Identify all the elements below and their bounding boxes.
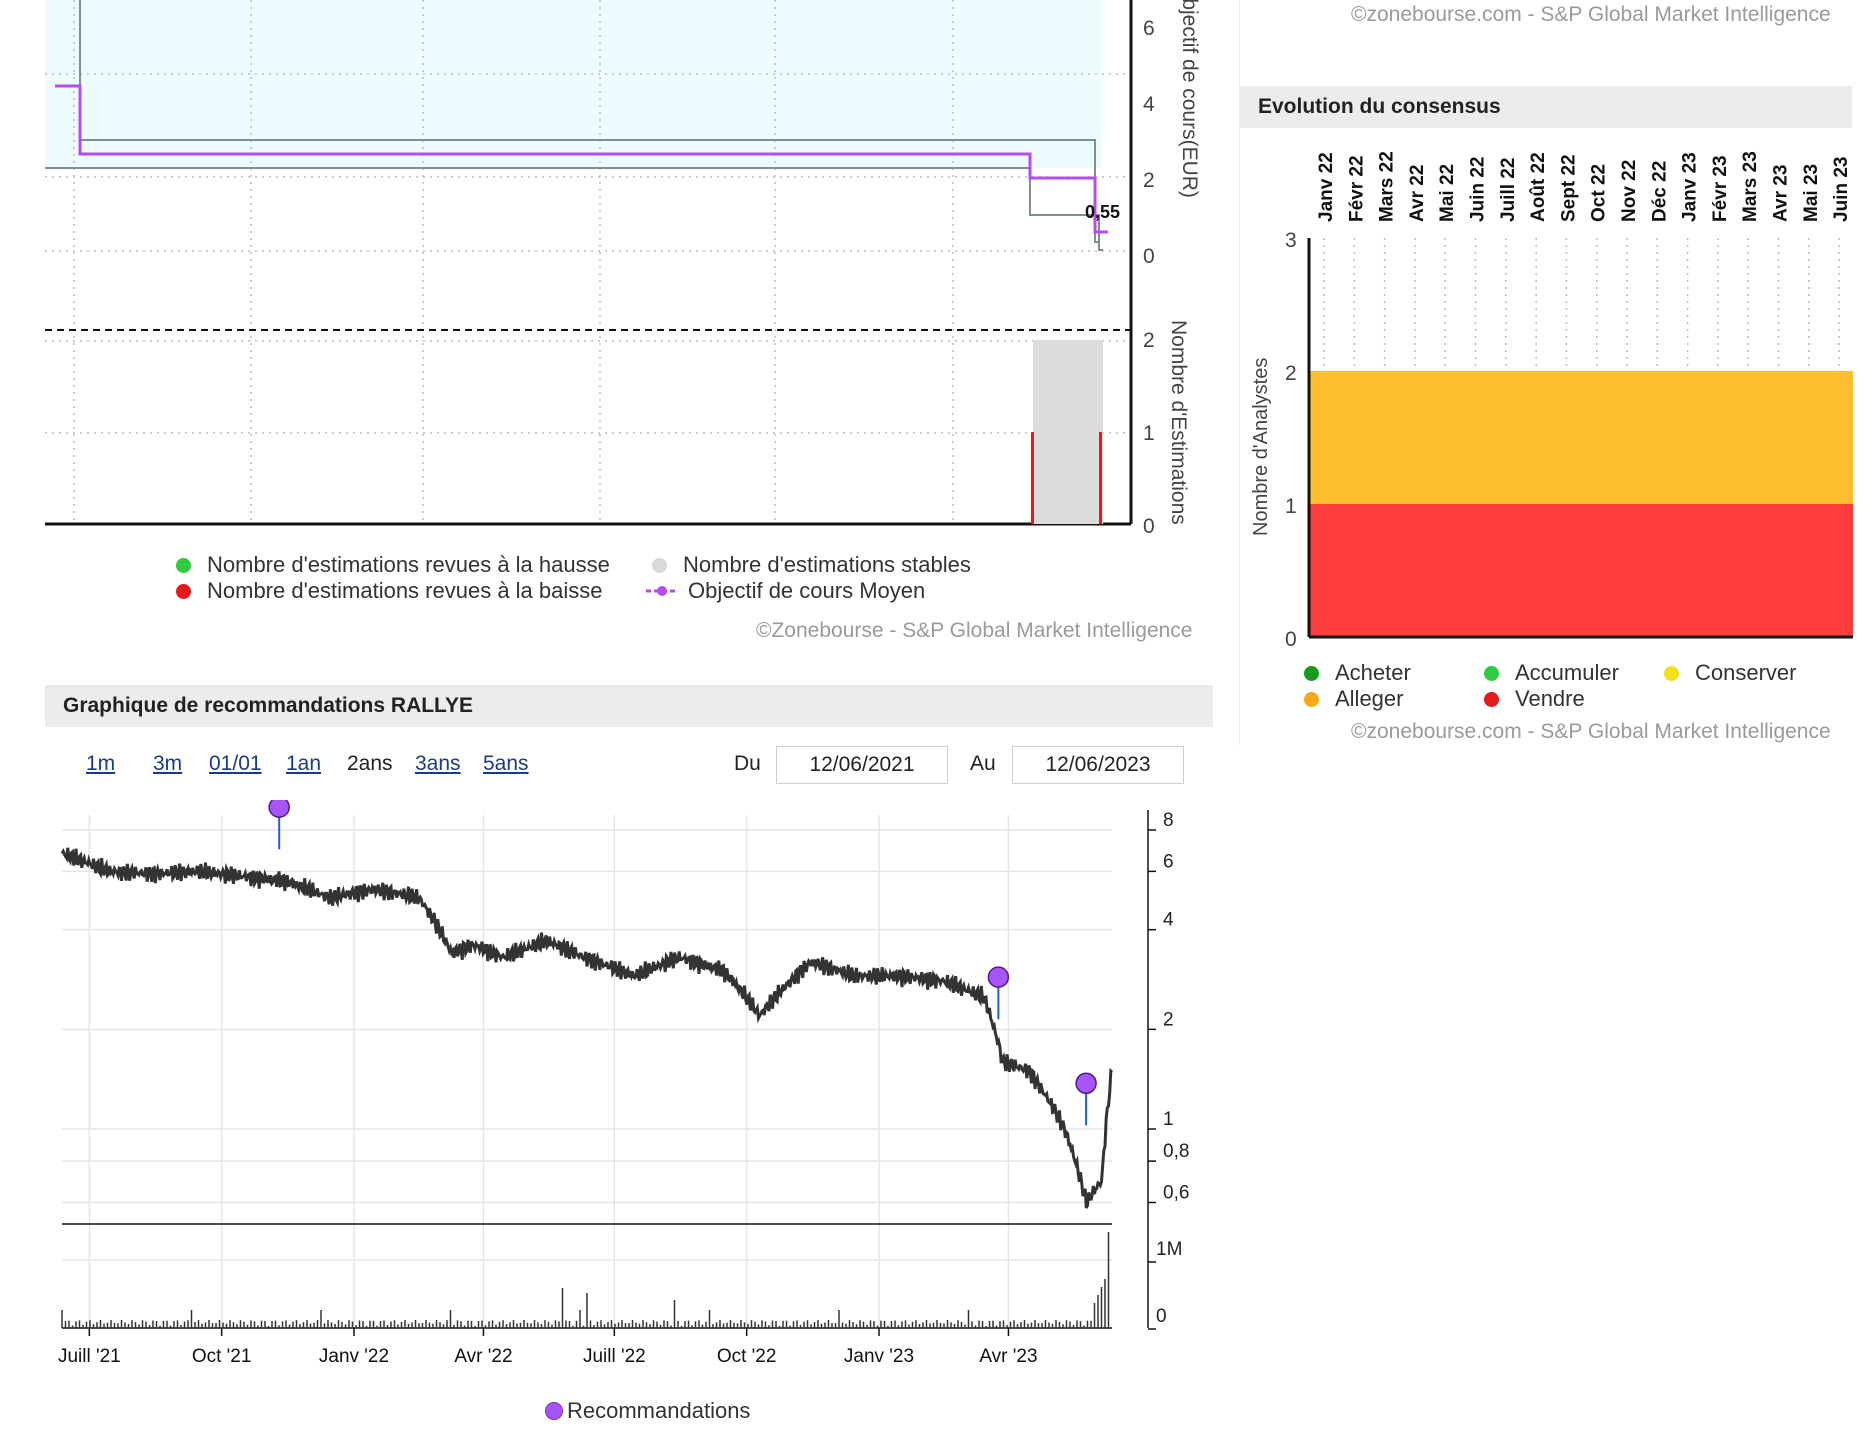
consensus-month-label: Mars 22 [1377, 151, 1398, 222]
consensus-y-tick: 0 [1285, 628, 1297, 651]
price-axis-tick: 0,6 [1163, 1182, 1189, 1203]
legend-average-target: Objectif de cours Moyen [646, 578, 925, 604]
target-price-chart: 0,55 6 4 2 0 2 1 0 Objectif de cours(EUR… [45, 0, 1201, 538]
recommendation-marker[interactable] [1075, 1072, 1097, 1094]
legend-buy: Acheter [1304, 660, 1411, 686]
to-date-input[interactable] [1012, 746, 1184, 784]
consensus-month-label: Mai 22 [1437, 164, 1458, 222]
price-axis-tick: 6 [1163, 851, 1174, 872]
estimation-tick: 1 [1143, 422, 1155, 445]
consensus-credit: ©zonebourse.com - S&P Global Market Inte… [1351, 720, 1831, 743]
consensus-month-label: Janv 23 [1680, 152, 1701, 222]
legend-sell: Vendre [1484, 686, 1585, 712]
price-axis-tick: 0,8 [1163, 1141, 1189, 1162]
consensus-chart: Janv 22 Févr 22 Mars 22 Avr 22 Mai 22 Juin 22… [1250, 151, 1853, 651]
consensus-month-label: Avr 22 [1407, 165, 1428, 222]
reco-panel-title: Graphique de recommandations RALLYE [45, 685, 1213, 727]
price-line [60, 847, 1114, 1209]
reco-chart: 8 6 4 2 1 0,8 0,6 1M 0 Juill '21 Oct '21 Janv '22… [58, 800, 1189, 1367]
date-axis-tick: Janv '22 [319, 1346, 389, 1367]
estimations-axis-label: Nombre d'Estimations [1167, 320, 1190, 525]
legend-upward-revisions: Nombre d'estimations revues à la hausse [176, 552, 610, 578]
consensus-y-tick: 3 [1285, 229, 1297, 252]
estimation-tick: 0 [1143, 515, 1155, 538]
period-3m[interactable]: 3m [153, 752, 183, 775]
consensus-month-label: Mars 23 [1740, 151, 1761, 222]
volume-axis-tick: 0 [1156, 1306, 1167, 1327]
volume-axis-tick: 1M [1156, 1239, 1182, 1260]
price-axis-tick: 2 [1163, 1009, 1174, 1030]
period-3ans[interactable]: 3ans [415, 752, 461, 775]
price-tick: 2 [1143, 169, 1155, 192]
consensus-month-label: Août 22 [1528, 152, 1549, 222]
consensus-month-label: Nov 22 [1619, 160, 1640, 222]
from-label: Du [734, 752, 761, 775]
from-date-input[interactable] [776, 746, 948, 784]
date-axis-tick: Juill '22 [583, 1346, 646, 1367]
recommendation-marker[interactable] [268, 800, 290, 818]
consensus-month-label: Mai 23 [1801, 164, 1822, 222]
consensus-month-label: Janv 22 [1316, 152, 1337, 222]
price-tick: 4 [1143, 93, 1155, 116]
date-axis-tick: Oct '22 [717, 1346, 777, 1367]
consensus-panel-title: Evolution du consensus [1240, 86, 1852, 128]
consensus-month-label: Juin 22 [1468, 157, 1489, 222]
price-tick: 6 [1143, 17, 1155, 40]
consensus-sell-area [1309, 504, 1853, 637]
consensus-month-label: Juin 23 [1831, 157, 1852, 222]
price-tick: 0 [1143, 245, 1155, 268]
legend-hold: Conserver [1664, 660, 1796, 686]
legend-accumulate: Accumuler [1484, 660, 1619, 686]
price-axis-tick: 8 [1163, 810, 1174, 831]
consensus-month-label: Juill 22 [1498, 158, 1519, 222]
period-2ans[interactable]: 2ans [347, 752, 393, 775]
downward-revision-bar [1031, 432, 1034, 524]
period-1m[interactable]: 1m [86, 752, 116, 775]
price-axis-label: Objectif de cours(EUR) [1178, 0, 1201, 198]
consensus-y-axis-label: Nombre d'Analystes [1250, 358, 1272, 536]
last-target-label: 0,55 [1085, 202, 1120, 222]
date-axis-tick: Janv '23 [844, 1346, 914, 1367]
consensus-month-label: Févr 23 [1710, 155, 1731, 222]
to-label: Au [970, 752, 996, 775]
period-1an[interactable]: 1an [286, 752, 322, 775]
consensus-reduce-area [1309, 371, 1853, 504]
date-axis-tick: Avr '22 [454, 1346, 512, 1367]
date-axis-tick: Juill '21 [58, 1346, 121, 1367]
consensus-month-label: Avr 23 [1771, 165, 1792, 222]
consensus-y-tick: 2 [1285, 362, 1297, 385]
consensus-month-label: Sept 22 [1558, 154, 1579, 222]
average-target-line [55, 84, 1108, 234]
recommendation-marker[interactable] [987, 966, 1010, 988]
consensus-panel-divider [1239, 0, 1240, 745]
consensus-y-tick: 1 [1285, 495, 1297, 518]
downward-revision-bar [1099, 432, 1102, 524]
legend-downward-revisions: Nombre d'estimations revues à la baisse [176, 578, 603, 604]
consensus-top-credit: ©zonebourse.com - S&P Global Market Inte… [1351, 3, 1831, 26]
legend-stable-estimations: Nombre d'estimations stables [652, 552, 971, 578]
top-chart-credit: ©Zonebourse - S&P Global Market Intellig… [756, 619, 1193, 642]
legend-reduce: Alleger [1304, 686, 1403, 712]
period-ytd[interactable]: 01/01 [209, 752, 262, 775]
stable-estimations-bar [1033, 340, 1103, 524]
date-axis-tick: Avr '23 [979, 1346, 1037, 1367]
consensus-month-label: Oct 22 [1589, 164, 1610, 222]
date-axis-tick: Oct '21 [192, 1346, 252, 1367]
estimation-tick: 2 [1143, 329, 1155, 352]
legend-recommendations: Recommandations [545, 1398, 750, 1424]
consensus-month-label: Déc 22 [1649, 161, 1670, 222]
consensus-month-label: Févr 22 [1346, 155, 1367, 222]
price-axis-tick: 4 [1163, 910, 1174, 931]
period-5ans[interactable]: 5ans [483, 752, 529, 775]
price-axis-tick: 1 [1163, 1109, 1174, 1130]
